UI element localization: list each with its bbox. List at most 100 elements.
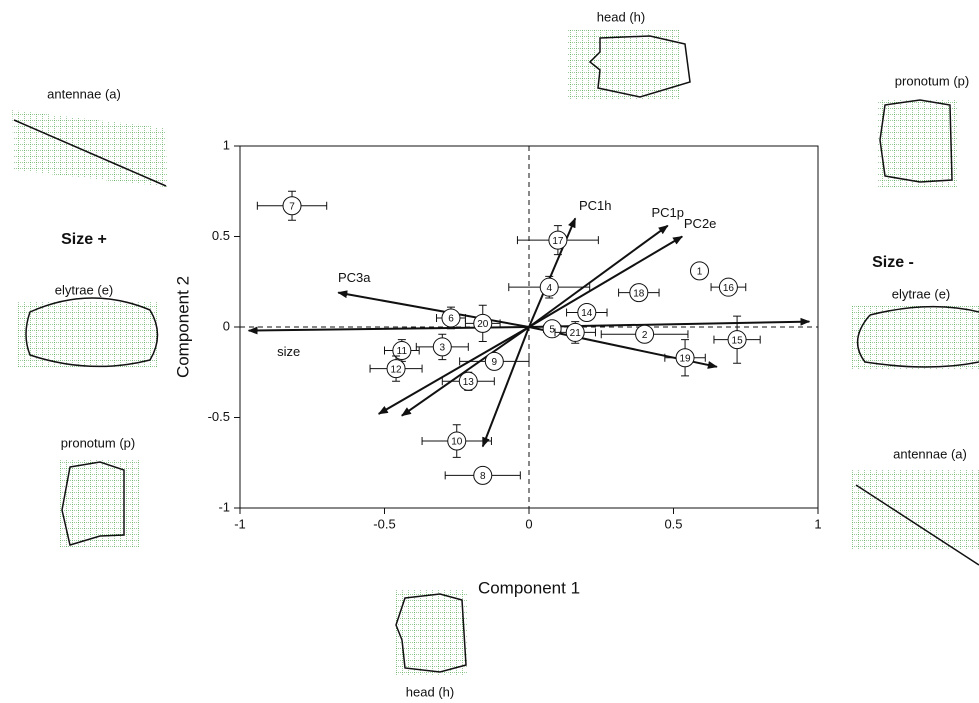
loading-vector <box>528 235 684 328</box>
panel-caption: Size - <box>872 254 914 271</box>
thumbnails <box>12 30 979 675</box>
point-label: 13 <box>463 377 475 388</box>
point <box>542 319 562 339</box>
point <box>635 324 655 344</box>
x-error-cap <box>566 308 608 317</box>
panel-caption: antennae (a) <box>893 446 967 461</box>
point-label: 4 <box>546 283 552 294</box>
point-label: 19 <box>679 353 691 364</box>
point-label: 21 <box>570 328 582 339</box>
vector-label: PC2e <box>684 216 717 231</box>
x-error-cap <box>421 437 492 446</box>
y-error-cap <box>733 315 742 364</box>
point <box>386 359 406 379</box>
loading-vector <box>528 224 669 328</box>
point <box>577 303 597 323</box>
point-label: 17 <box>552 236 564 247</box>
point <box>548 230 568 250</box>
panel-caption: pronotum (p) <box>61 435 135 450</box>
vector-label: PC1p <box>651 205 684 220</box>
x-error-cap <box>664 353 706 362</box>
vector-label: size <box>277 344 300 359</box>
y-tick-label: 0 <box>223 318 230 333</box>
point <box>458 371 478 391</box>
point-label: 2 <box>642 330 648 341</box>
point <box>441 308 461 328</box>
point-label: 16 <box>723 283 735 294</box>
x-error-cap <box>516 236 599 245</box>
x-error-cap <box>713 335 761 344</box>
x-error-cap <box>444 471 521 480</box>
point <box>718 277 738 297</box>
x-error-cap <box>600 330 689 339</box>
y-tick-label: 0.5 <box>212 228 230 243</box>
point-label: 20 <box>477 319 489 330</box>
point <box>484 351 504 371</box>
vector-label: PC3a <box>338 270 371 285</box>
x-axis-label: Component 1 <box>478 578 580 597</box>
loading-vector <box>481 326 530 448</box>
x-error-cap <box>618 288 660 297</box>
x-error-cap <box>384 346 420 355</box>
x-tick-label: 0.5 <box>664 516 682 531</box>
loading-vector <box>401 326 530 417</box>
panel-caption: elytrae (e) <box>55 282 114 297</box>
panel-caption: pronotum (p) <box>895 73 969 88</box>
point-label: 14 <box>581 308 593 319</box>
x-tick-label: -0.5 <box>373 516 395 531</box>
point <box>727 330 747 350</box>
point <box>539 277 559 297</box>
y-error-cap <box>571 321 580 344</box>
point <box>565 322 585 342</box>
panel-caption: elytrae (e) <box>892 286 951 301</box>
loading-vector <box>528 217 577 328</box>
x-error-cap <box>441 377 495 386</box>
loading-vector <box>377 326 530 415</box>
y-tick-label: 1 <box>223 137 230 152</box>
point-label: 9 <box>492 357 498 368</box>
y-error-cap <box>438 333 447 361</box>
point-label: 5 <box>549 324 555 335</box>
vector-label: PC1h <box>579 198 612 213</box>
point-label: 3 <box>440 343 446 354</box>
point <box>432 337 452 357</box>
x-error-cap <box>459 357 530 366</box>
y-axis-label: Component 2 <box>173 276 192 378</box>
y-error-cap <box>553 225 562 256</box>
y-error-cap <box>452 424 461 458</box>
point <box>690 261 710 281</box>
x-error-cap <box>554 328 596 337</box>
x-error-cap <box>508 283 591 292</box>
x-error-cap <box>256 201 328 210</box>
point-label: 10 <box>451 437 463 448</box>
point-label: 15 <box>732 335 744 346</box>
y-error-cap <box>446 306 455 330</box>
y-error-cap <box>288 190 297 221</box>
point <box>447 431 467 451</box>
point-label: 11 <box>397 346 408 357</box>
y-tick-label: -1 <box>218 499 230 514</box>
point-label: 7 <box>289 201 295 212</box>
x-tick-label: 0 <box>525 516 532 531</box>
point <box>473 313 493 333</box>
x-tick-label: 1 <box>814 516 821 531</box>
y-error-cap <box>545 275 554 299</box>
panel-caption: Size + <box>61 231 107 248</box>
point-label: 8 <box>480 471 486 482</box>
x-error-cap <box>464 319 501 328</box>
point <box>392 341 412 361</box>
x-error-cap <box>710 283 747 292</box>
point <box>282 196 302 216</box>
point <box>629 283 649 303</box>
y-error-cap <box>478 304 487 342</box>
panel-caption: antennae (a) <box>47 86 121 101</box>
point-label: 18 <box>633 288 645 299</box>
x-error-cap <box>415 342 469 351</box>
y-error-cap <box>392 355 401 382</box>
panel-caption: head (h) <box>406 684 454 699</box>
point-label: 1 <box>697 267 703 278</box>
x-error-cap <box>369 364 423 373</box>
point <box>473 465 493 485</box>
point <box>675 348 695 368</box>
